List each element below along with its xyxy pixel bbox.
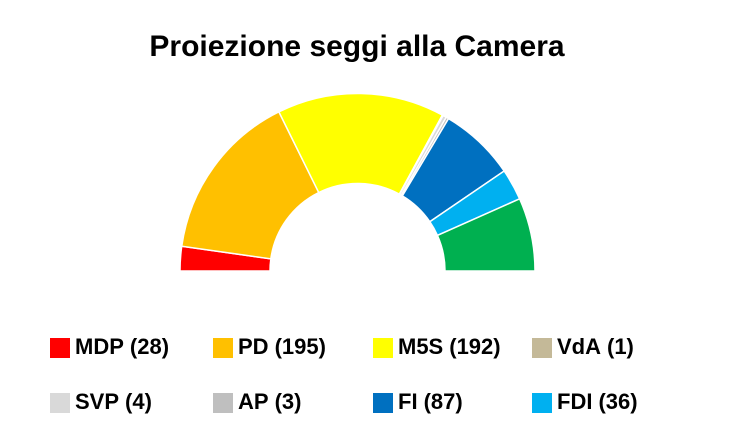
legend-name: AP (238, 389, 269, 414)
legend-label: FI (87) (398, 389, 463, 414)
chart-title: Proiezione seggi alla Camera (149, 30, 564, 63)
legend-swatch (373, 338, 393, 358)
seat-segment (180, 110, 320, 260)
legend-count: (87) (424, 389, 463, 414)
legend-count: (1) (607, 334, 634, 359)
legend-name: VdA (557, 334, 601, 359)
legend-count: (195) (275, 334, 326, 359)
legend-swatch (50, 338, 70, 358)
legend-name: M5S (398, 334, 443, 359)
legend-name: MDP (75, 334, 124, 359)
legend-swatch (50, 393, 70, 413)
legend-label: PD (195) (238, 334, 326, 359)
legend-label: AP (3) (238, 389, 301, 414)
legend-count: (3) (275, 389, 302, 414)
legend-count: (36) (598, 389, 637, 414)
legend-label: M5S (192) (398, 334, 501, 359)
legend-count: (192) (449, 334, 500, 359)
legend-swatch (213, 393, 233, 413)
legend-count: (28) (130, 334, 169, 359)
legend-swatch (532, 393, 552, 413)
legend-name: PD (238, 334, 269, 359)
seat-segment (436, 197, 536, 272)
legend-label: FDI (36) (557, 389, 638, 414)
legend-name: FI (398, 389, 418, 414)
legend-label: MDP (28) (75, 334, 169, 359)
legend-label: VdA (1) (557, 334, 634, 359)
legend-label: SVP (4) (75, 389, 152, 414)
legend-name: FDI (557, 389, 592, 414)
legend-count: (4) (125, 389, 152, 414)
legend-swatch (532, 338, 552, 358)
seat-segment (277, 92, 444, 196)
legend-swatch (373, 393, 393, 413)
legend-name: SVP (75, 389, 119, 414)
legend-swatch (213, 338, 233, 358)
